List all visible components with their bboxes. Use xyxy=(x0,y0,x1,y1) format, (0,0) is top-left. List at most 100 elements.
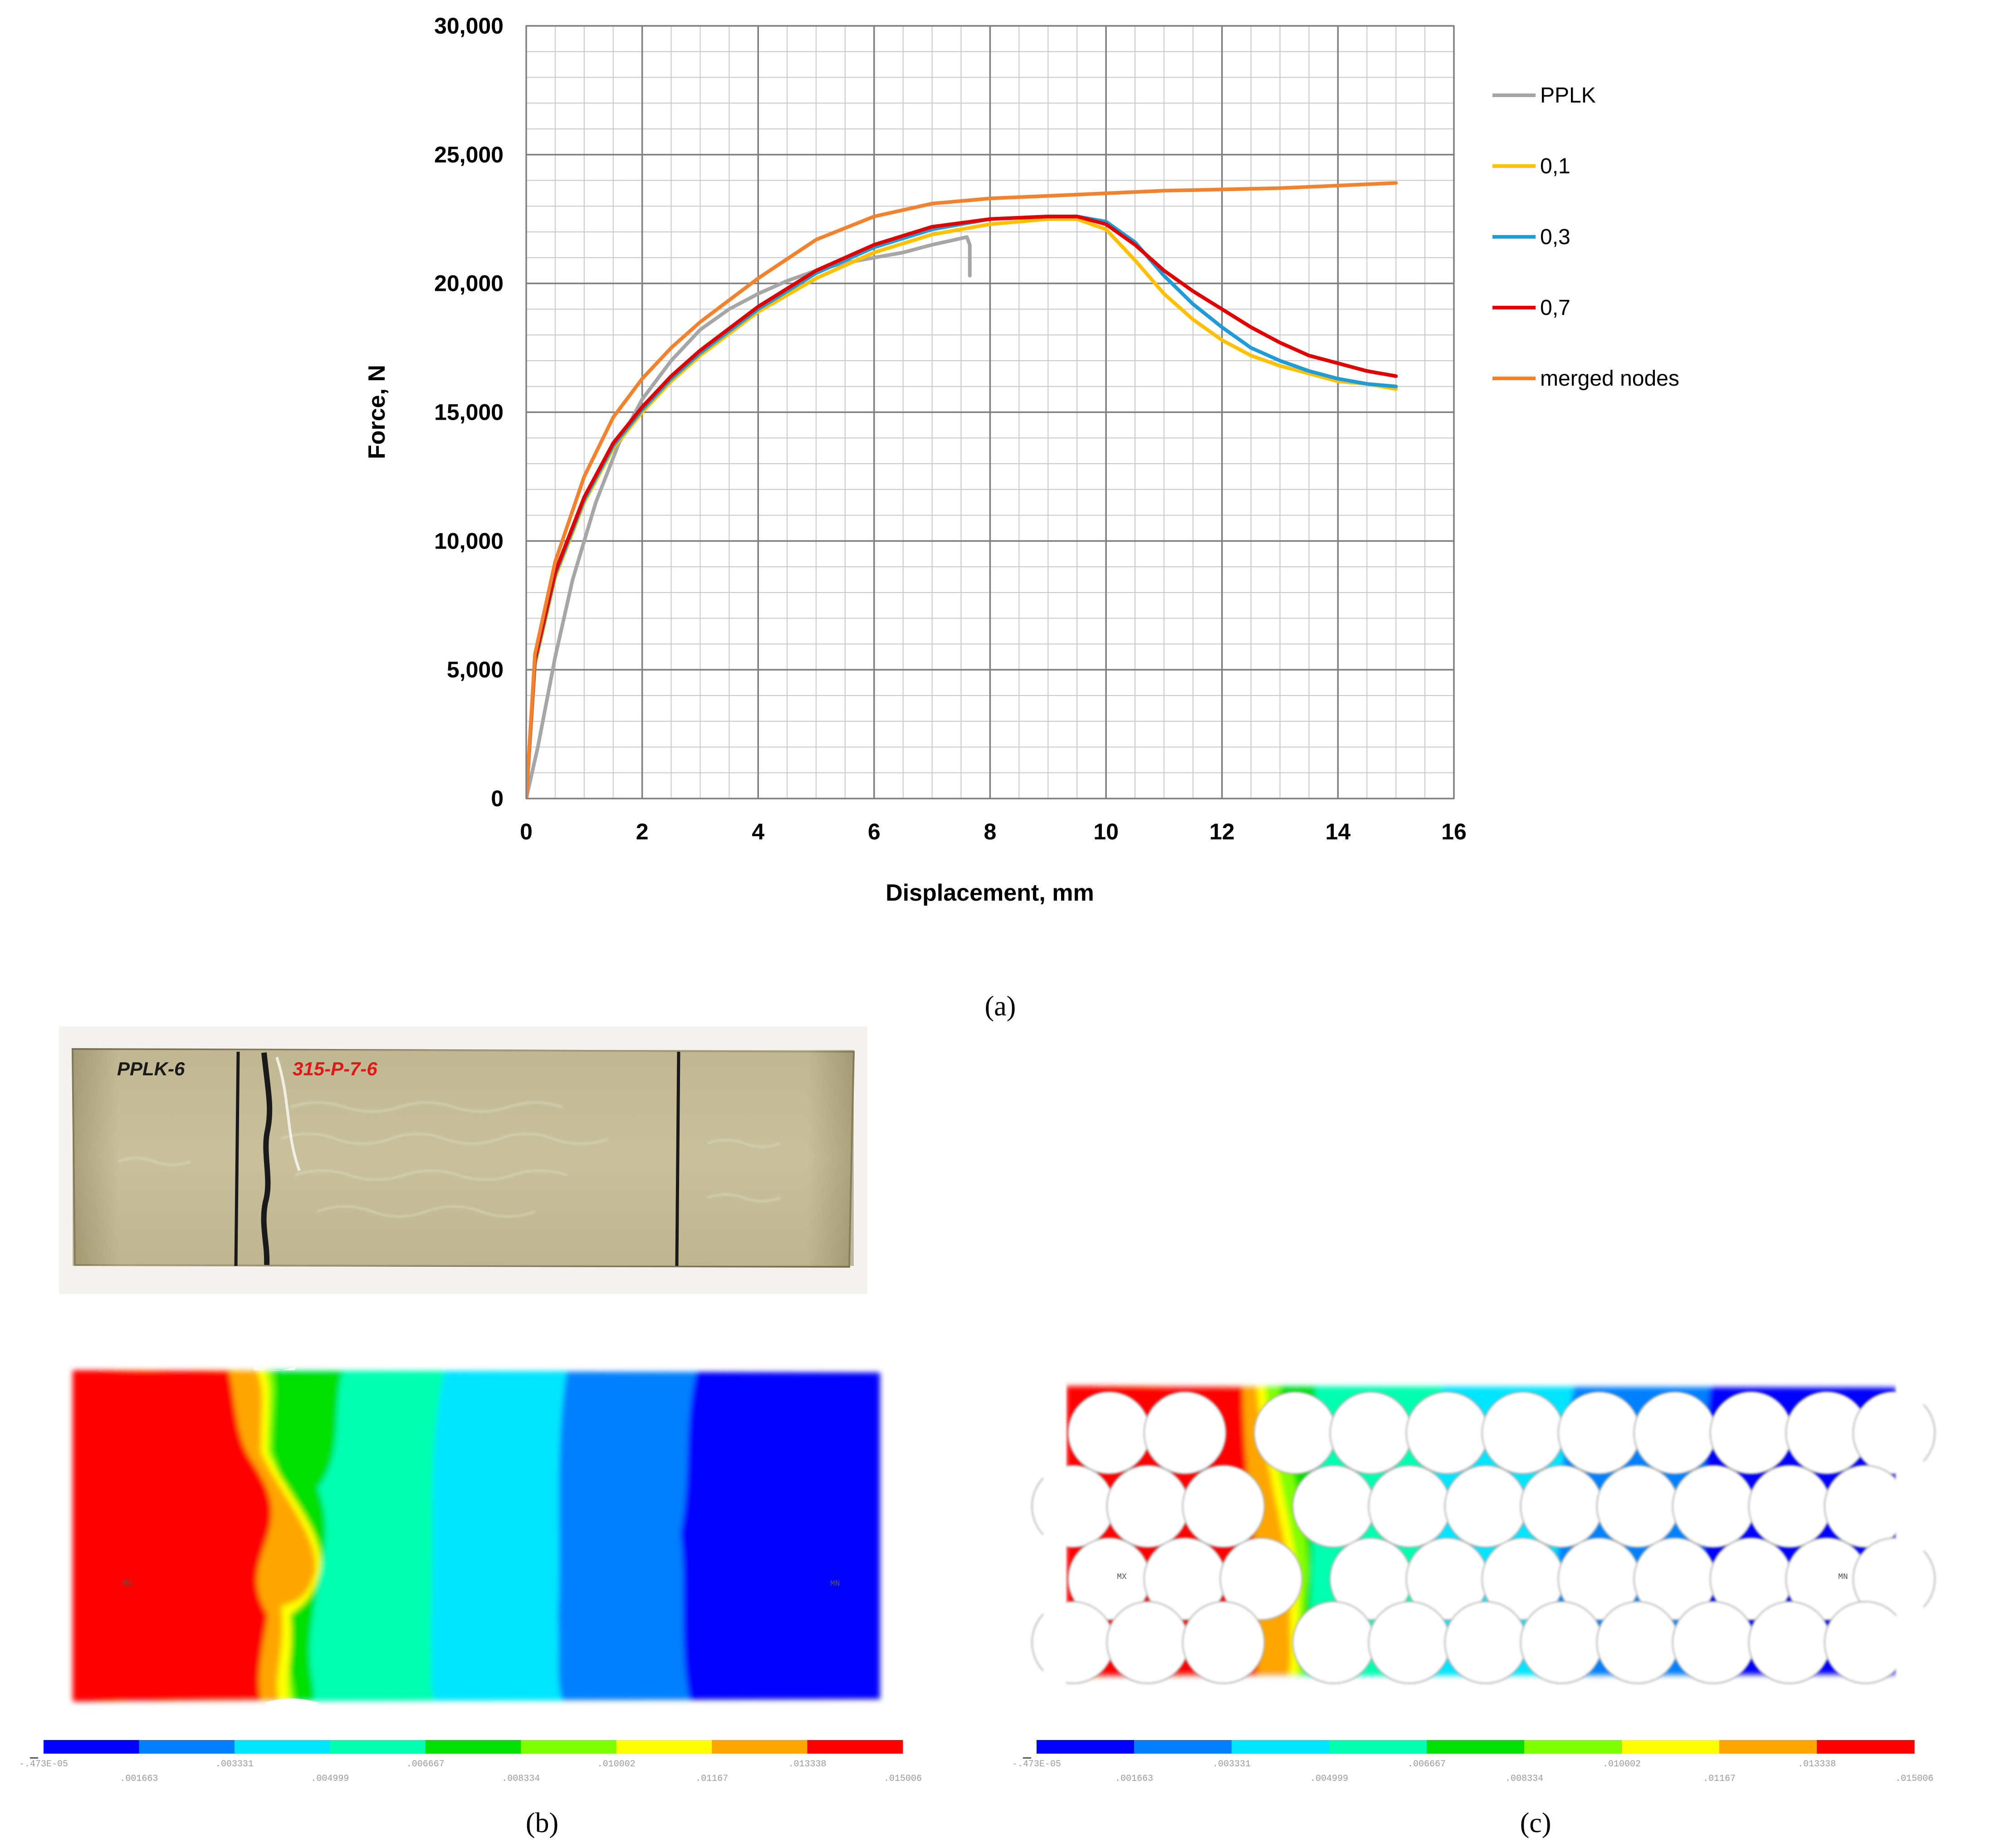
perforation-hole xyxy=(1444,1601,1527,1684)
perforation-hole xyxy=(1709,1391,1793,1475)
perforation-hole xyxy=(1405,1391,1489,1475)
perforation-hole xyxy=(1748,1465,1831,1548)
perforation-hole xyxy=(1824,1465,1907,1548)
scale-minus-mark xyxy=(1023,1757,1031,1759)
photo-label-right: 315-P-7-6 xyxy=(293,1058,377,1079)
plate-edge-mask xyxy=(1896,1379,1923,1683)
scale-swatch xyxy=(425,1740,521,1754)
specimen-shading xyxy=(73,1050,854,1266)
scale-label: -.473E-05 xyxy=(1012,1759,1061,1770)
x-tick-label: 2 xyxy=(636,819,649,844)
legend-label: merged nodes xyxy=(1540,367,1679,391)
caption-c: (c) xyxy=(1520,1808,1551,1838)
photo-label-left: PPLK-6 xyxy=(117,1058,185,1079)
perforation-hole xyxy=(1596,1601,1679,1684)
fem-contour-b xyxy=(73,1370,880,1701)
x-tick-label: 4 xyxy=(752,819,764,844)
legend-label: 0,3 xyxy=(1540,225,1570,249)
y-axis-title: Force, N xyxy=(364,365,390,459)
scale-label: .008334 xyxy=(502,1774,540,1784)
perforation-hole xyxy=(1253,1391,1337,1475)
scale-label: .001663 xyxy=(120,1774,158,1784)
x-axis-title: Displacement, mm xyxy=(886,880,1094,906)
y-tick-label: 5,000 xyxy=(447,657,504,682)
specimen-photo: PPLK-6 315-P-7-6 xyxy=(59,1026,867,1294)
perforation-hole xyxy=(1182,1601,1265,1684)
perforation-hole xyxy=(1182,1465,1265,1548)
y-tick-label: 10,000 xyxy=(434,528,504,554)
scale-swatch xyxy=(807,1740,903,1754)
scale-swatch xyxy=(712,1740,808,1754)
x-tick-label: 14 xyxy=(1326,819,1351,844)
scale-label: .01167 xyxy=(1703,1774,1736,1784)
x-tick-label: 8 xyxy=(984,819,997,844)
scale-swatch xyxy=(1817,1740,1915,1754)
y-tick-label: 25,000 xyxy=(434,142,504,167)
y-tick-label: 30,000 xyxy=(434,13,504,39)
scale-swatch xyxy=(234,1740,330,1754)
specimen-texture xyxy=(117,1102,781,1217)
scale-swatch xyxy=(1427,1740,1525,1754)
perforation-hole xyxy=(1106,1601,1189,1684)
scale-minus-mark xyxy=(30,1757,38,1759)
series-line-merged-nodes xyxy=(526,181,1398,799)
scale-swatch xyxy=(330,1740,426,1754)
scale-label: .013338 xyxy=(1798,1759,1836,1770)
legend: PPLK 0,1 0,3 0,7 merged nodes xyxy=(1492,83,1679,391)
series-lines xyxy=(526,181,1398,799)
perforation-hole xyxy=(1481,1391,1565,1475)
perforation-hole xyxy=(1672,1465,1755,1548)
scale-label: .013338 xyxy=(788,1759,827,1770)
perforation-hole xyxy=(1672,1601,1755,1684)
perforation-hole xyxy=(1219,1537,1303,1621)
x-tick-label: 10 xyxy=(1093,819,1119,844)
grip-marks xyxy=(234,1051,680,1266)
perforation-hole xyxy=(1748,1601,1831,1684)
y-tick-labels: 0 5,000 10,000 15,000 20,000 25,000 30,000 xyxy=(434,13,504,811)
caption-b: (b) xyxy=(526,1808,558,1838)
perforation-hole xyxy=(1292,1601,1375,1684)
perforation-hole xyxy=(1143,1391,1227,1475)
scale-swatch xyxy=(1622,1740,1720,1754)
scale-label: .008334 xyxy=(1505,1774,1543,1784)
scale-label: .003331 xyxy=(1213,1759,1251,1770)
x-tick-label: 16 xyxy=(1441,819,1467,844)
legend-label: 0,7 xyxy=(1540,296,1570,320)
perforation-hole xyxy=(1520,1465,1603,1548)
scale-label: .015006 xyxy=(884,1774,922,1784)
x-tick-label: 12 xyxy=(1209,819,1235,844)
perforation-hole xyxy=(1596,1465,1679,1548)
color-scale-b: -.473E-05 .001663 .003331 .004999 .006667 .00… xyxy=(19,1740,922,1784)
x-tick-label: 6 xyxy=(868,819,881,844)
crack-highlight xyxy=(275,1057,301,1172)
scale-label: .01167 xyxy=(695,1774,728,1784)
perforation-hole xyxy=(1067,1391,1151,1475)
scale-label: .015006 xyxy=(1895,1774,1933,1784)
caption-a: (a) xyxy=(985,991,1016,1022)
series-line-0-7 xyxy=(526,215,1398,799)
scale-swatch xyxy=(1719,1740,1817,1754)
scale-label: .010002 xyxy=(597,1759,636,1770)
scale-swatch xyxy=(616,1740,712,1754)
scale-swatch xyxy=(521,1740,617,1754)
scale-label: .010002 xyxy=(1603,1759,1641,1770)
perforation-hole xyxy=(1557,1391,1641,1475)
scale-swatch xyxy=(1232,1740,1330,1754)
fem-c-tag-right: MN xyxy=(1838,1573,1848,1582)
plot-frame xyxy=(525,25,1455,799)
scale-label: .004999 xyxy=(1310,1774,1348,1784)
scale-swatch xyxy=(1329,1740,1427,1754)
scale-swatch xyxy=(1037,1740,1135,1754)
fem-c-tag-left: MX xyxy=(1117,1573,1127,1582)
scale-label: .003331 xyxy=(215,1759,254,1770)
perforation-hole xyxy=(1292,1465,1375,1548)
y-tick-label: 0 xyxy=(491,786,504,811)
perforation-hole xyxy=(1368,1465,1451,1548)
scale-swatch xyxy=(44,1740,139,1754)
perforation-hole xyxy=(1633,1391,1717,1475)
scale-label: .001663 xyxy=(1115,1774,1153,1784)
scale-swatch xyxy=(139,1740,235,1754)
perforation-hole xyxy=(1329,1391,1413,1475)
fem-b-neck xyxy=(254,1367,318,1706)
legend-label: PPLK xyxy=(1540,83,1596,108)
